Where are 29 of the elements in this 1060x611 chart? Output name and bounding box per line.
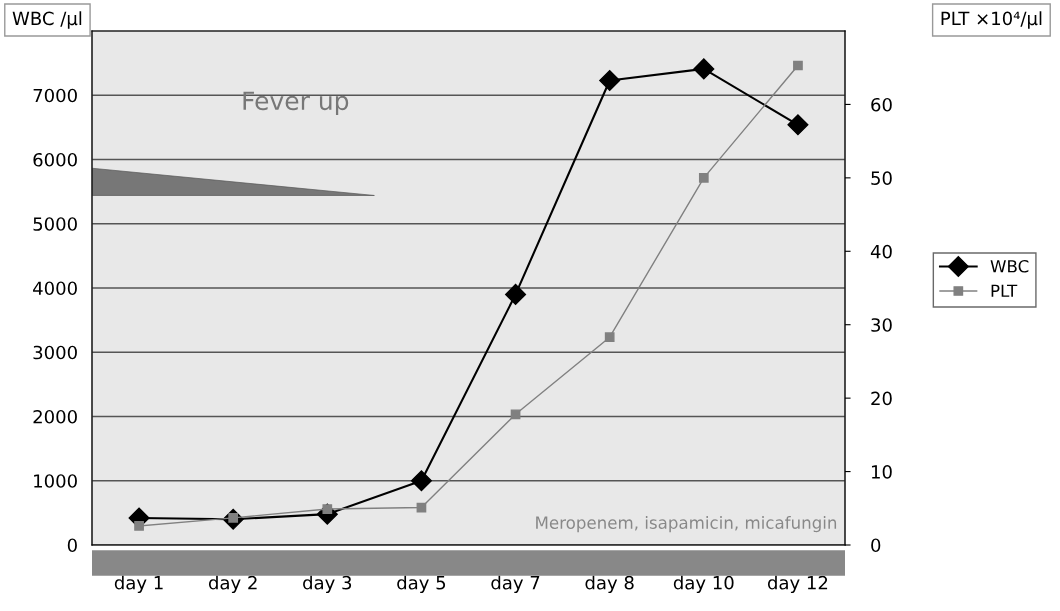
legend-label: WBC [990,260,1029,273]
annotation: Fever up [243,91,349,116]
y-tick-label: 7000 [33,88,77,103]
x-tick-label: day 3 [303,575,352,594]
y2-tick-label: 20 [871,391,892,406]
y-tick-label: 4000 [33,281,77,296]
x-tick-label: day 8 [585,575,634,594]
y2-tick-label: 0 [871,538,881,553]
y-tick-label: 1000 [34,474,77,488]
x-tick-label: day 12 [767,575,828,594]
legend-label: PLT [991,284,1018,297]
annotation: Meropenem, isapamicin, micafungin [536,516,837,533]
x-tick-label: day 7 [491,575,540,594]
x-tick-label: day 1 [114,575,163,594]
x-tick-label: day 2 [208,575,257,594]
x-tick-label: day 5 [397,575,446,594]
y2-tick-label: 30 [871,318,892,332]
y2-tick-label: 50 [871,171,892,185]
y-tick-label: 0 [67,538,77,553]
y-tick-label: 6000 [33,152,77,167]
y2-tick-label: 60 [871,97,892,112]
y2-axis-title: PLT ×10⁴/μl [941,11,1042,29]
y2-tick-label: 10 [871,465,892,479]
y-tick-label: 3000 [33,345,77,360]
y-tick-label: 2000 [33,409,77,424]
y-axis-title: WBC /μl [12,11,82,29]
y2-tick-label: 40 [870,244,892,259]
x-tick-label: day 10 [673,575,734,594]
y-tick-label: 5000 [33,217,77,231]
